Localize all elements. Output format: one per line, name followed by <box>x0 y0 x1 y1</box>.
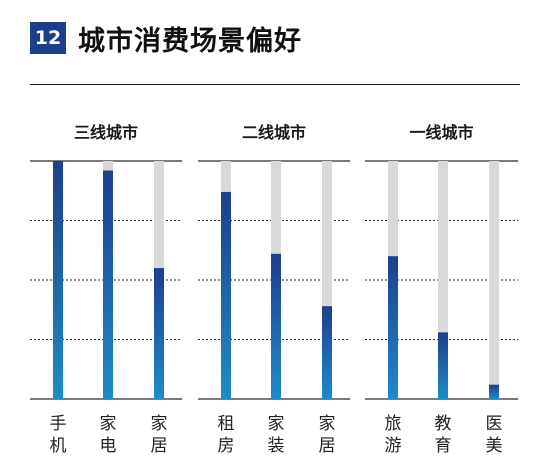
bar <box>438 332 448 399</box>
bar <box>271 253 281 399</box>
category-label: 医 <box>486 414 503 434</box>
bar <box>103 170 113 399</box>
category-label: 居 <box>151 436 168 456</box>
category-label: 机 <box>50 436 67 456</box>
title-divider <box>30 84 520 85</box>
category-label: 家 <box>319 414 336 434</box>
category-label: 教 <box>435 414 452 434</box>
category-label: 手 <box>50 414 67 434</box>
bar <box>489 384 499 399</box>
bar <box>53 161 63 399</box>
category-label: 旅 <box>385 414 402 434</box>
panel-title: 三线城市 <box>74 123 138 142</box>
category-label: 租 <box>218 414 235 434</box>
bar-track <box>438 161 448 399</box>
category-label: 美 <box>486 436 503 456</box>
chart-title: 城市消费场景偏好 <box>78 25 302 57</box>
category-label: 家 <box>268 414 285 434</box>
category-label: 家 <box>100 414 117 434</box>
panel-title: 二线城市 <box>242 123 306 142</box>
bar <box>221 191 231 399</box>
category-label: 装 <box>268 436 285 456</box>
category-label: 房 <box>218 436 235 456</box>
bar <box>322 306 332 399</box>
panel-title: 一线城市 <box>409 123 473 142</box>
bar-track <box>322 161 332 399</box>
category-label: 育 <box>435 436 452 456</box>
bar-track <box>489 161 499 399</box>
category-label: 电 <box>100 436 117 456</box>
category-label: 居 <box>319 436 336 456</box>
bar <box>154 268 164 399</box>
category-label: 家 <box>151 414 168 434</box>
chart-header: 12 城市消费场景偏好 <box>30 18 302 58</box>
bar <box>388 256 398 399</box>
category-label: 游 <box>385 436 402 456</box>
chart-number-badge: 12 <box>30 22 66 54</box>
